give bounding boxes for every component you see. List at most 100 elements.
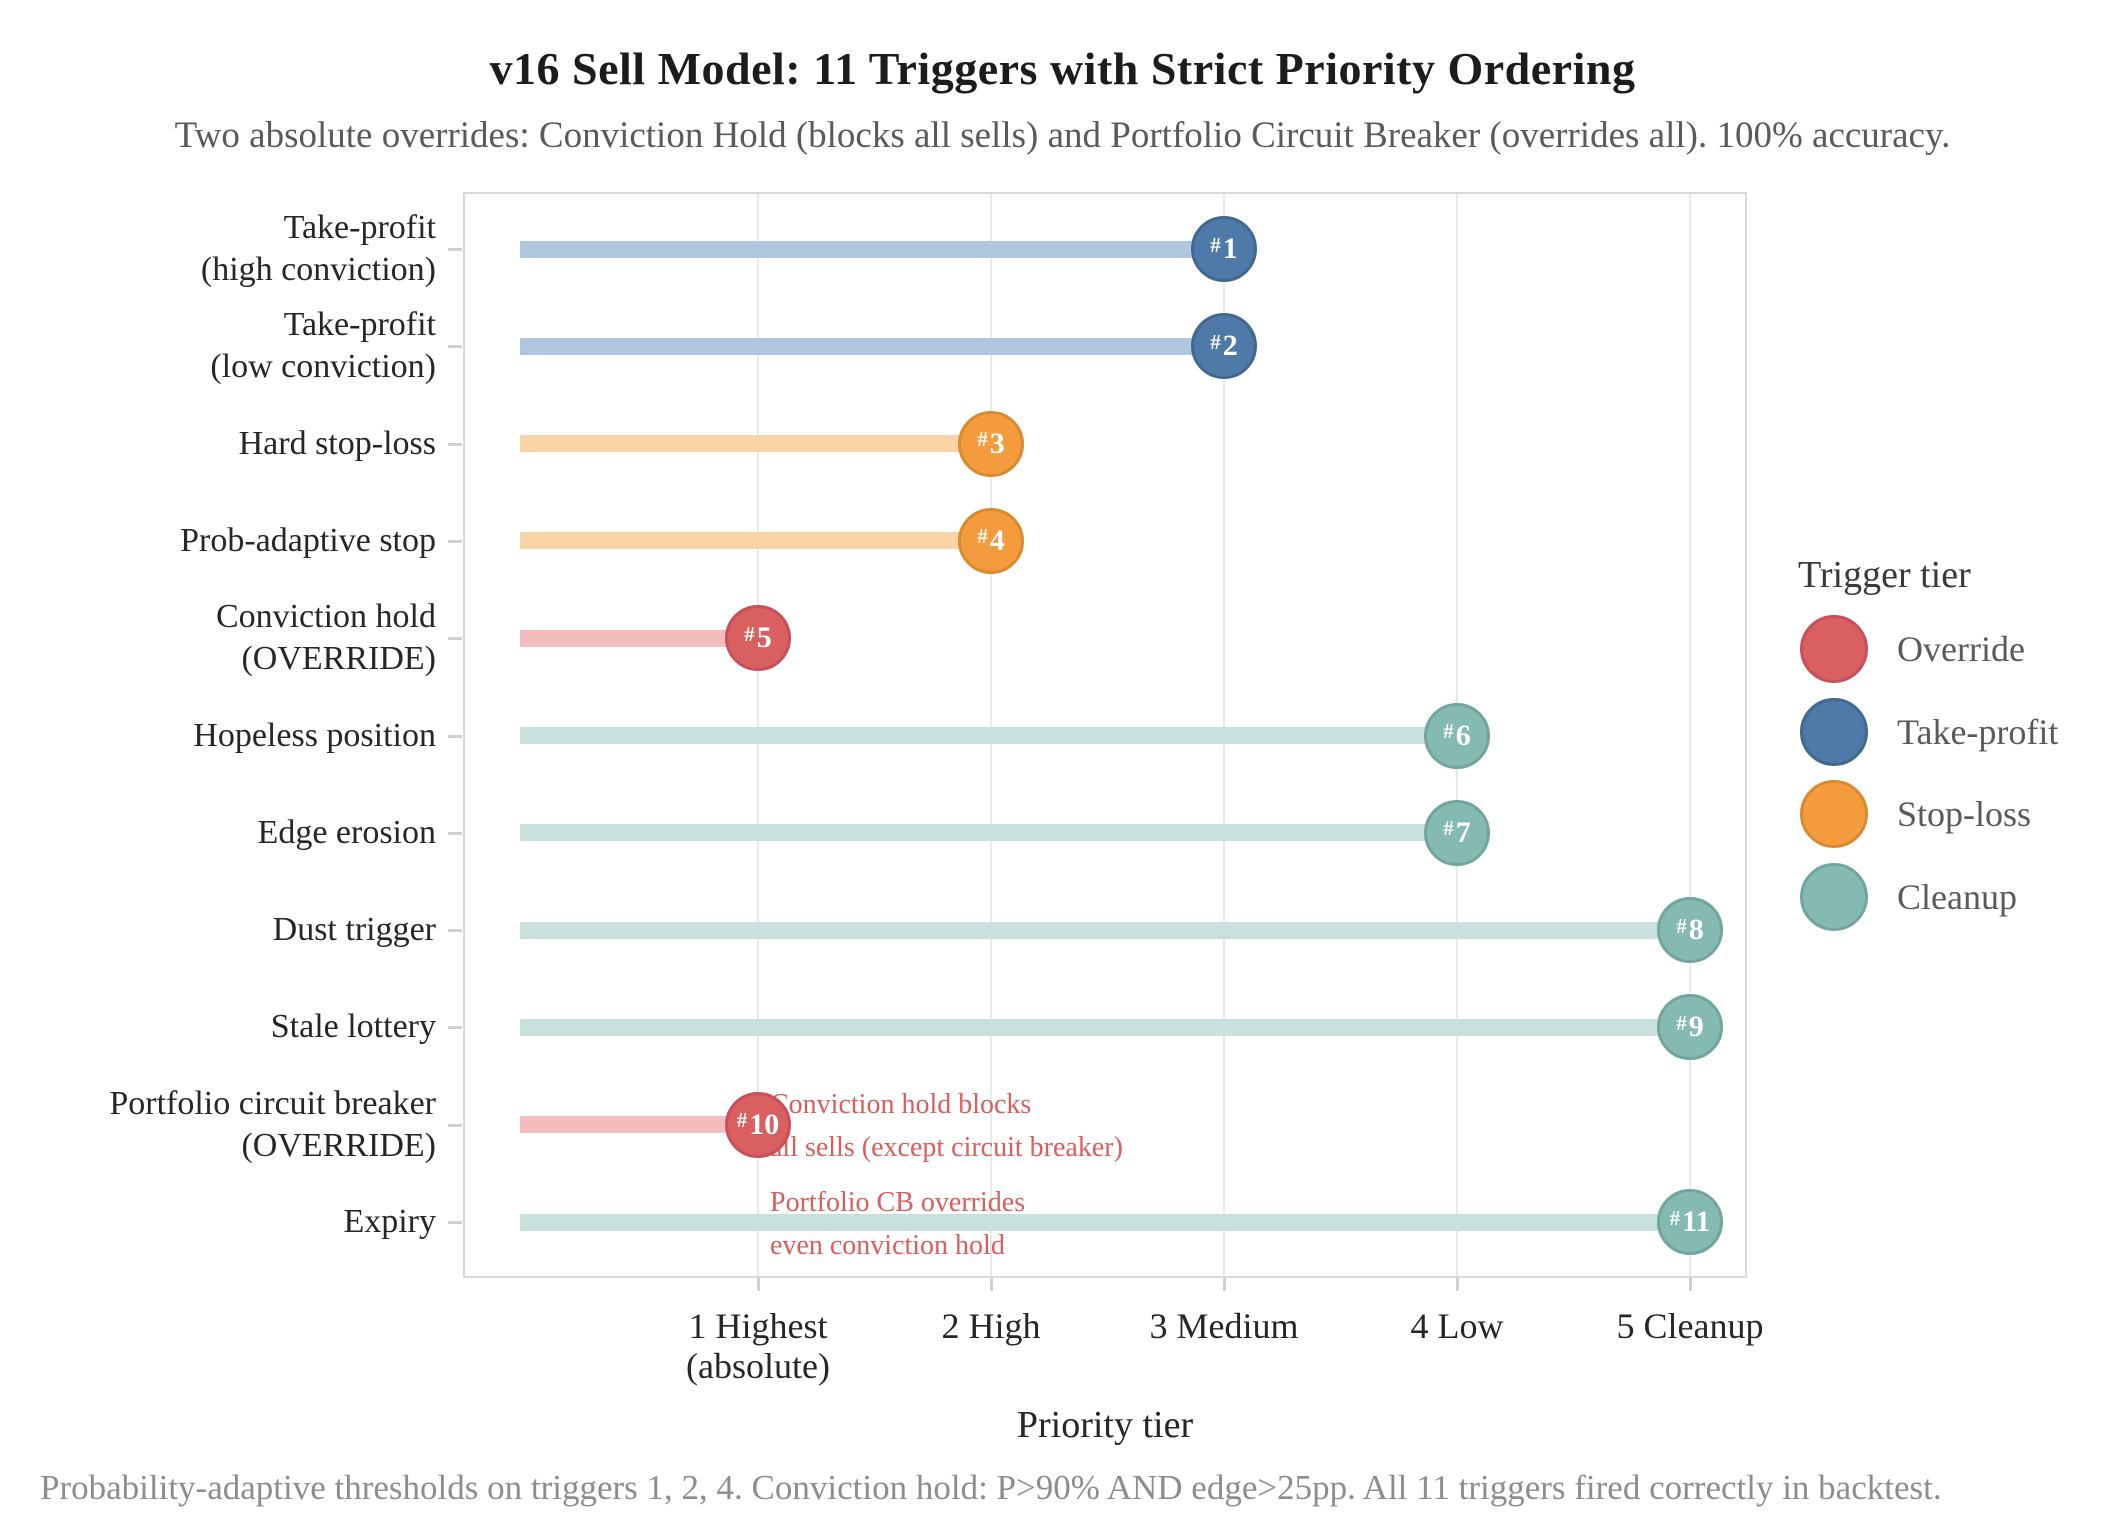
x-tick-mark-3 xyxy=(1223,1278,1226,1291)
annotation-2: Portfolio CB overrides even conviction ho… xyxy=(770,1181,1025,1267)
lollipop-stem-10 xyxy=(520,1116,758,1134)
row-label-1: Take-profit (high conviction) xyxy=(0,207,436,291)
y-tick-mark-7 xyxy=(448,831,462,835)
dot-rank-hash: # xyxy=(977,524,988,549)
y-tick-mark-6 xyxy=(448,734,462,738)
dot-rank-number: 6 xyxy=(1455,718,1471,752)
y-tick-mark-3 xyxy=(448,442,462,446)
lollipop-stem-6 xyxy=(520,727,1457,744)
dot-rank-number: 10 xyxy=(749,1107,780,1141)
lollipop-stem-3 xyxy=(520,435,991,453)
lollipop-dot-1: #1 xyxy=(1191,216,1257,282)
legend-swatch-stop-loss xyxy=(1800,780,1868,849)
row-label-line: Portfolio circuit breaker xyxy=(109,1084,436,1122)
dot-rank-number: 9 xyxy=(1688,1010,1704,1044)
annotation-line: Portfolio CB overrides xyxy=(770,1186,1026,1218)
lollipop-stem-2 xyxy=(520,337,1224,355)
dot-rank-hash: # xyxy=(1210,232,1221,257)
x-tick-mark-5 xyxy=(1689,1278,1692,1291)
lollipop-dot-10: #10 xyxy=(725,1091,791,1158)
row-label-3: Hard stop-loss xyxy=(0,423,436,465)
row-label-line: (OVERRIDE) xyxy=(241,640,436,678)
annotation-line: all sells (except circuit breaker) xyxy=(770,1132,1123,1164)
dot-rank-hash: # xyxy=(977,427,988,452)
dot-rank-hash: # xyxy=(744,621,755,646)
lollipop-dot-11: #11 xyxy=(1657,1189,1723,1255)
dot-rank-hash: # xyxy=(1676,913,1687,938)
row-label-line: (high conviction) xyxy=(200,251,436,288)
row-label-9: Stale lottery xyxy=(0,1006,436,1048)
lollipop-dot-2: #2 xyxy=(1191,313,1257,380)
legend-label-cleanup: Cleanup xyxy=(1897,877,2017,918)
lollipop-dot-8: #8 xyxy=(1657,897,1723,964)
lollipop-dot-6: #6 xyxy=(1424,702,1490,769)
row-label-10: Portfolio circuit breaker (OVERRIDE) xyxy=(0,1083,436,1167)
row-label-11: Expiry xyxy=(0,1201,436,1243)
row-label-2: Take-profit (low conviction) xyxy=(0,304,436,388)
row-label-line: Take-profit xyxy=(283,306,436,344)
lollipop-dot-4: #4 xyxy=(958,507,1024,574)
lollipop-stem-11 xyxy=(520,1213,1690,1231)
plot-area: #1 #2 #3 #4 #5 #6 #7 #8 #9 #10 #11 xyxy=(463,192,1747,1278)
annotation-1: Conviction hold blocks all sells (except … xyxy=(770,1083,1123,1169)
x-tick-mark-4 xyxy=(1456,1278,1459,1291)
y-tick-mark-5 xyxy=(448,637,462,641)
lollipop-stem-5 xyxy=(520,629,758,647)
dot-rank-hash: # xyxy=(1210,329,1221,354)
y-tick-mark-2 xyxy=(448,345,462,349)
x-tick-label-line: (absolute) xyxy=(686,1346,830,1386)
row-label-5: Conviction hold (OVERRIDE) xyxy=(0,596,436,680)
dot-rank-hash: # xyxy=(1443,816,1454,841)
dot-rank-number: 5 xyxy=(756,621,772,655)
row-label-line: Hopeless position xyxy=(193,716,436,754)
legend-swatch-override xyxy=(1800,615,1868,683)
row-label-line: (OVERRIDE) xyxy=(241,1126,436,1164)
page-title: v16 Sell Model: 11 Triggers with Strict … xyxy=(489,43,1636,94)
dot-rank-number: 11 xyxy=(1682,1205,1711,1238)
x-tick-label-1: 1 Highest (absolute) xyxy=(608,1306,908,1386)
row-label-line: Dust trigger xyxy=(272,911,436,949)
x-tick-label-line: 4 Low xyxy=(1410,1306,1504,1346)
lollipop-dot-3: #3 xyxy=(958,410,1024,477)
annotation-line: even conviction hold xyxy=(770,1229,1005,1261)
x-axis-title: Priority tier xyxy=(1016,1404,1194,1446)
dot-rank-hash: # xyxy=(736,1108,748,1133)
y-tick-mark-4 xyxy=(448,539,462,543)
row-label-6: Hopeless position xyxy=(0,715,436,757)
row-label-4: Prob-adaptive stop xyxy=(0,520,436,562)
y-tick-mark-9 xyxy=(448,1026,462,1030)
row-label-line: Stale lottery xyxy=(270,1008,436,1046)
gridline-tier-5 xyxy=(1689,194,1691,1276)
dot-rank-hash: # xyxy=(1669,1205,1681,1230)
row-label-line: Expiry xyxy=(343,1203,436,1240)
lollipop-stem-4 xyxy=(520,532,991,550)
row-label-line: (low conviction) xyxy=(210,348,436,386)
row-label-line: Take-profit xyxy=(283,209,436,246)
lollipop-stem-1 xyxy=(520,240,1224,258)
x-tick-mark-2 xyxy=(990,1278,993,1291)
page-subtitle: Two absolute overrides: Conviction Hold … xyxy=(174,115,1951,156)
row-label-line: Prob-adaptive stop xyxy=(180,521,436,559)
x-tick-label-4: 4 Low xyxy=(1307,1306,1607,1346)
x-tick-label-line: 5 Cleanup xyxy=(1616,1306,1764,1346)
annotation-line: Conviction hold blocks xyxy=(770,1089,1032,1121)
row-label-line: Edge erosion xyxy=(257,813,436,851)
dot-rank-number: 2 xyxy=(1222,329,1238,363)
lollipop-stem-8 xyxy=(520,921,1690,939)
legend-swatch-cleanup xyxy=(1800,863,1868,932)
dot-rank-number: 7 xyxy=(1455,815,1471,849)
y-tick-mark-1 xyxy=(448,248,462,251)
y-tick-mark-8 xyxy=(448,929,462,933)
x-tick-label-line: 1 Highest xyxy=(688,1306,828,1346)
legend-label-take-profit: Take-profit xyxy=(1897,711,2059,752)
legend-title: Trigger tier xyxy=(1798,554,1971,596)
dot-rank-number: 1 xyxy=(1222,232,1238,265)
legend-label-override: Override xyxy=(1897,629,2025,669)
y-tick-mark-10 xyxy=(448,1123,462,1127)
lollipop-dot-9: #9 xyxy=(1657,994,1723,1061)
lollipop-stem-9 xyxy=(520,1018,1690,1036)
legend-swatch-take-profit xyxy=(1800,697,1868,766)
dot-rank-hash: # xyxy=(1676,1010,1687,1035)
lollipop-dot-7: #7 xyxy=(1424,799,1490,866)
row-label-8: Dust trigger xyxy=(0,909,436,951)
